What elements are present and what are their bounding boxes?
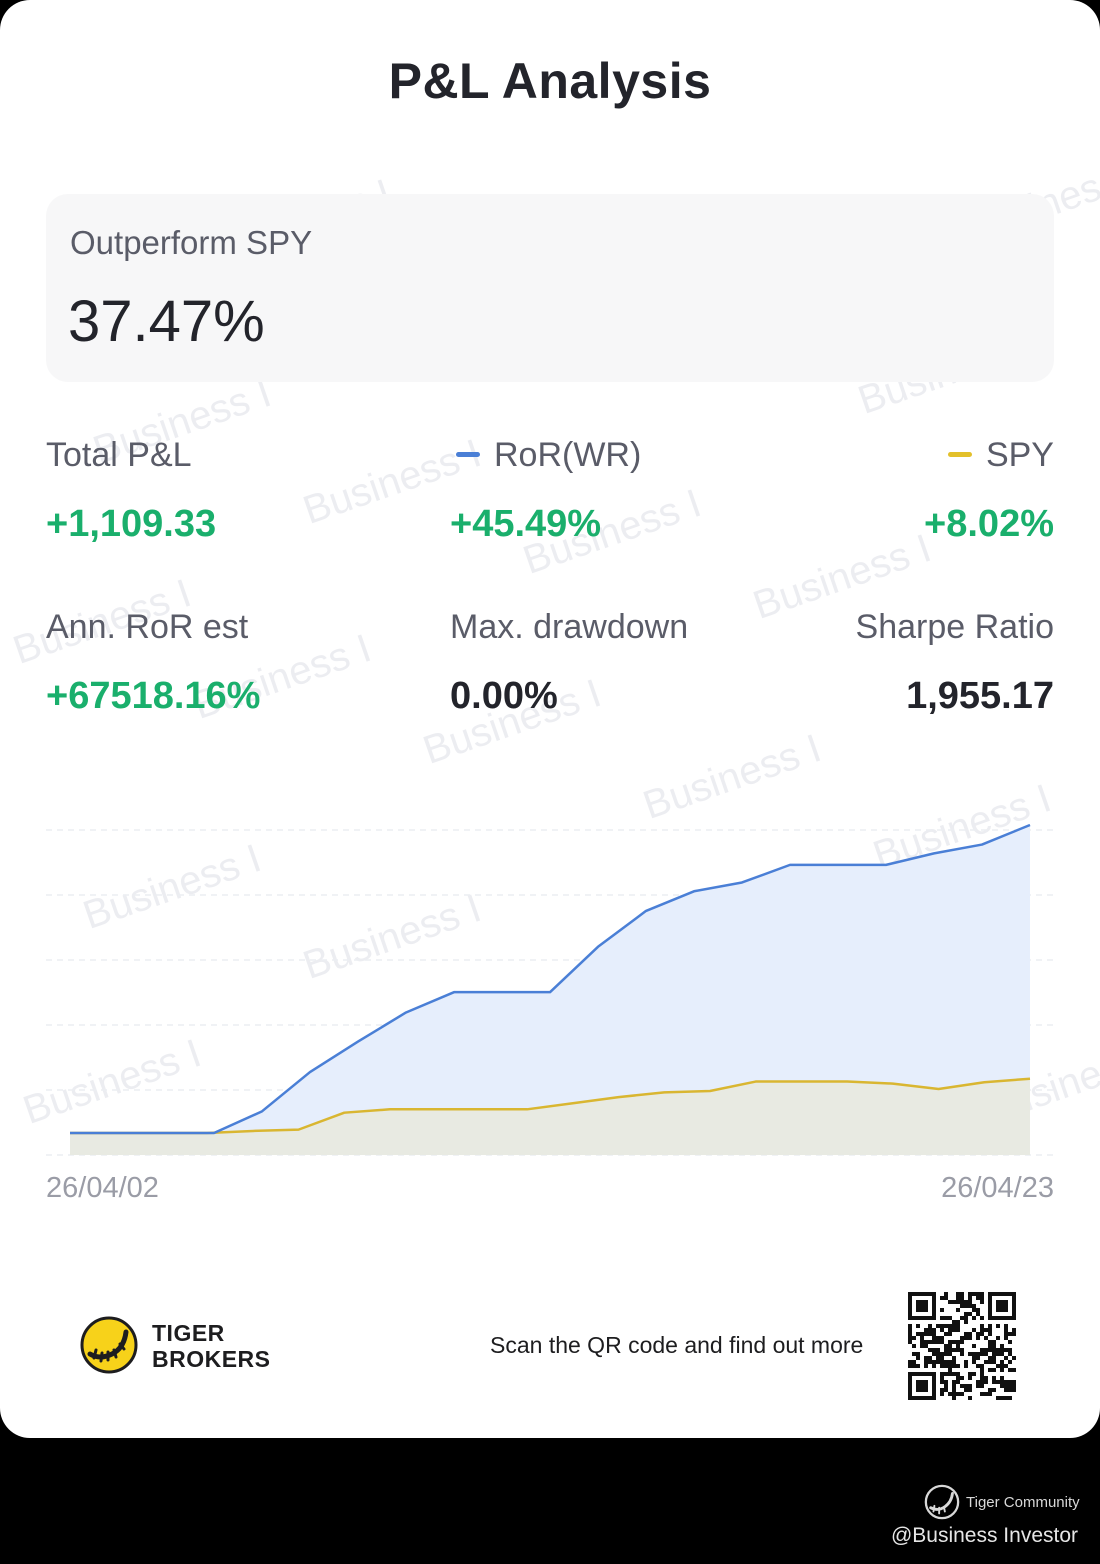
total-pl-value: +1,109.33 [46, 503, 217, 545]
chart-end-date: 26/04/23 [941, 1172, 1054, 1204]
total-pl-label: Total P&L [46, 436, 192, 474]
performance-chart [46, 823, 1054, 1156]
ror-legend-marker-icon [456, 451, 480, 457]
ror-wr-legend: RoR(WR) [456, 436, 641, 475]
qr-code-icon[interactable] [908, 1292, 1016, 1400]
chart-start-date: 26/04/02 [46, 1172, 159, 1204]
outperform-panel: Outperform SPY 37.47% [46, 194, 1054, 382]
page-title: P&L Analysis [388, 53, 712, 109]
max-drawdown-value: 0.00% [450, 675, 558, 717]
max-drawdown-label: Max. drawdown [450, 608, 689, 646]
ror-wr-value: +45.49% [450, 503, 602, 545]
spy-value: +8.02% [924, 503, 1054, 545]
sharpe-ratio-label: Sharpe Ratio [855, 608, 1054, 646]
spy-area [70, 1078, 1030, 1155]
spy-legend-marker-icon [947, 451, 972, 457]
spy-label: SPY [985, 436, 1054, 474]
sharpe-ratio-value: 1,955.17 [906, 675, 1054, 717]
brand-name: TIGER BROKERS [152, 1320, 271, 1372]
brand-line-2: BROKERS [152, 1346, 271, 1372]
ann-ror-value: +67518.16% [46, 675, 261, 717]
author-handle: @Business Investor [890, 1524, 1078, 1547]
brand-line-1: TIGER [152, 1320, 225, 1346]
outperform-label: Outperform SPY [70, 224, 313, 261]
spy-legend: SPY [947, 436, 1054, 475]
ann-ror-label: Ann. RoR est [46, 608, 249, 646]
ror-line [70, 823, 1031, 1135]
tiger-community-logo-icon [924, 1484, 960, 1520]
pl-analysis-card: Business I Business I Business I Business I… [0, 0, 1100, 1438]
outperform-value: 37.47% [68, 289, 265, 354]
community-name: Tiger Community [966, 1494, 1080, 1511]
scan-qr-text: Scan the QR code and find out more [490, 1332, 864, 1358]
ror-wr-label: RoR(WR) [494, 436, 642, 474]
spy-line [70, 1077, 1031, 1135]
tiger-logo-icon [80, 1316, 138, 1374]
